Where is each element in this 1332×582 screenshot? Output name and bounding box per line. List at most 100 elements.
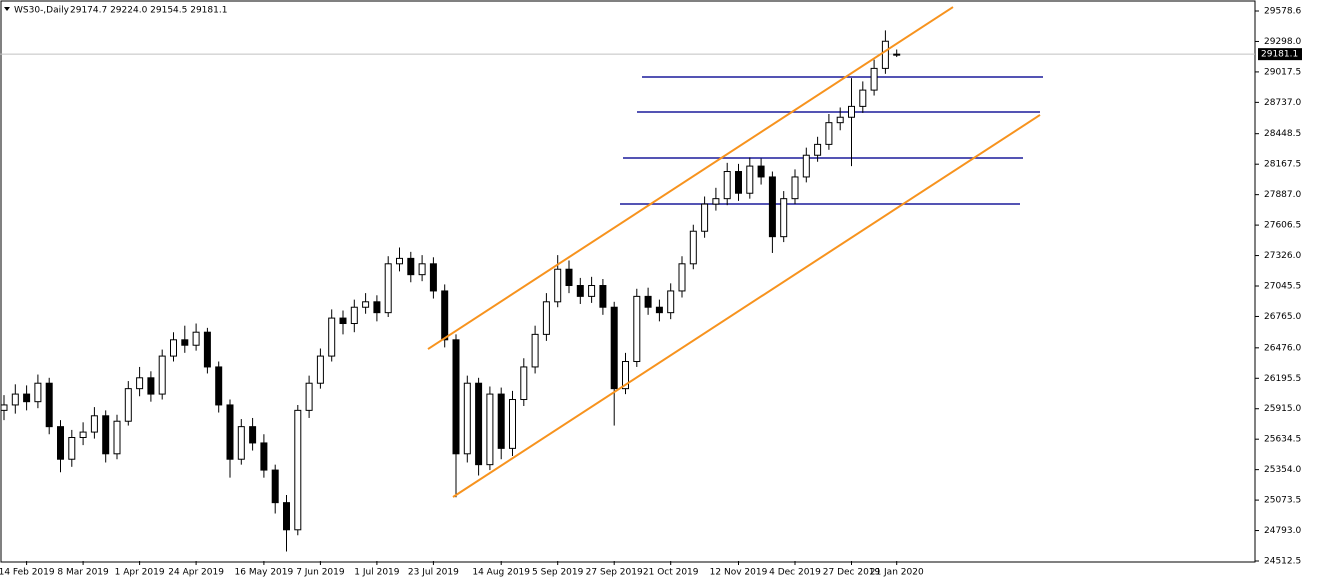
menu-triangle [4,7,10,11]
candle-body [350,306,358,325]
y-tick-label: 26765.0 [1264,312,1301,322]
x-tick-label: 27 Dec 2019 [823,568,881,578]
candle-body [622,361,629,390]
candle-body [102,415,110,455]
candle-body [870,67,878,91]
candle-body [339,317,347,325]
candle-body [418,263,426,276]
candle-body [192,331,200,346]
candle-body [57,426,64,460]
candle-body [893,53,901,56]
candle-body [486,393,494,466]
candle-body [712,198,720,205]
x-tick-label: 23 Jul 2019 [408,568,459,578]
candle-body [678,263,686,292]
candle-body [497,393,505,449]
y-tick-label: 28167.5 [1264,160,1301,170]
candle-body [441,290,449,341]
candle-body [384,263,392,314]
candle-body [283,502,290,531]
candle-body [429,263,437,292]
x-tick-label: 27 Sep 2019 [586,568,643,578]
candle-body [328,317,336,357]
candle-body [701,203,709,232]
x-tick-label: 14 Aug 2019 [472,568,530,578]
candle-body [237,426,245,460]
candle-body [463,382,471,455]
candle-body [689,230,697,265]
candle-body [113,420,121,455]
candle-body [34,382,42,403]
chart-title: WS30-,Daily [14,6,70,16]
y-tick-label: 24793.0 [1264,526,1301,536]
candle-body [396,257,403,265]
y-tick-label: 29298.0 [1264,37,1301,47]
candle-body [294,409,302,531]
candle-body [881,40,889,69]
y-tick-label: 27326.0 [1264,251,1301,261]
candle-body [848,105,855,118]
candle-body [362,301,370,308]
candle-body [633,295,641,363]
candle-body [452,339,460,455]
candle-body [68,437,76,460]
y-tick-label: 27045.5 [1264,282,1301,292]
y-tick-label: 26476.0 [1264,343,1301,353]
x-tick-label: 21 Oct 2019 [643,568,699,578]
y-tick-label: 24512.5 [1264,557,1301,567]
candle-body [79,431,87,439]
candle-body [610,306,618,390]
candle-body [791,176,799,200]
candle-body [836,116,844,124]
candle-body [373,301,381,314]
candle-body [542,301,550,335]
x-tick-label: 21 Jan 2020 [870,568,924,578]
candle-body [158,355,166,395]
y-tick-label: 25634.5 [1264,435,1301,445]
channel-line [452,114,1041,498]
candle-body [226,404,234,460]
candle-body [509,399,516,449]
candle-body [746,165,754,194]
candle-body [181,339,189,346]
candle-body [780,198,788,238]
x-tick-label: 24 Apr 2019 [168,568,224,578]
x-tick-label: 7 Jun 2019 [296,568,345,578]
y-tick-label: 27606.5 [1264,221,1301,231]
candle-body [23,393,31,403]
candle-body [802,154,810,178]
candle-body [814,143,822,156]
candle-body [249,426,257,444]
candle-body [768,176,776,238]
candle-body [520,366,528,401]
candle-body [644,295,652,308]
x-tick-label: 5 Sep 2019 [532,568,584,578]
x-tick-label: 4 Dec 2019 [769,568,821,578]
candle-body [11,393,19,406]
candle-body [203,331,211,368]
x-tick-label: 1 Jul 2019 [354,568,399,578]
candle-body [45,382,53,428]
current-price-label: 29181.1 [1261,50,1298,60]
candle-body [859,89,867,107]
candle-body [305,382,313,411]
y-tick-label: 25354.0 [1264,465,1301,475]
y-tick-label: 27887.0 [1264,190,1301,200]
candle-body [170,339,177,357]
candle-body [667,290,675,314]
x-tick-label: 14 Feb 2019 [0,568,55,578]
candle-body [576,285,584,297]
candle-body [565,268,573,287]
x-tick-label: 12 Nov 2019 [710,568,768,578]
y-tick-label: 26195.5 [1264,374,1301,384]
x-tick-label: 8 Mar 2019 [57,568,109,578]
y-tick-label: 28448.5 [1264,129,1301,139]
candle-body [0,404,8,411]
candle-body [407,257,415,276]
candle-body [136,377,144,390]
candle-body [215,366,223,406]
candle-body [599,285,607,308]
